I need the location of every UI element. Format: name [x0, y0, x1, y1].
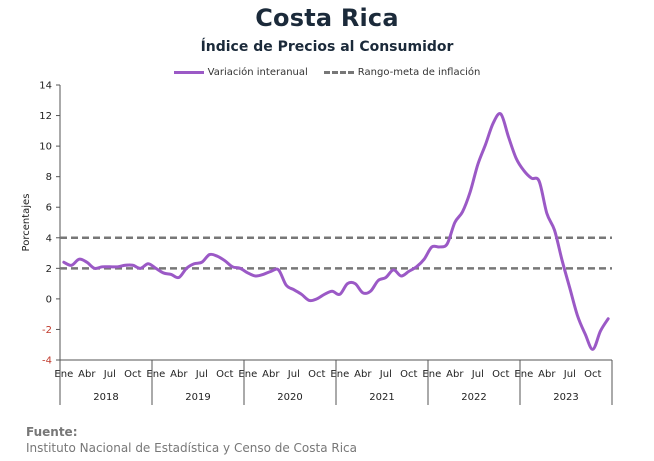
x-tick-label: Oct [400, 369, 417, 380]
x-tick-label: Oct [492, 369, 509, 380]
year-label: 2023 [553, 392, 578, 403]
x-tick-label: Jul [195, 369, 208, 380]
y-tick-label: 14 [39, 81, 52, 92]
legend-label-variacion: Variación interanual [207, 66, 308, 78]
y-tick-label: 6 [46, 203, 52, 214]
x-tick-label: Ene [146, 369, 165, 380]
x-tick-label: Jul [287, 369, 300, 380]
legend-item-variacion: Variación interanual [173, 66, 308, 78]
y-tick-label: 0 [46, 294, 52, 305]
x-tick-label: Abr [446, 369, 464, 380]
y-tick-label: 8 [46, 172, 52, 183]
y-axis-label: Porcentajes [21, 194, 32, 252]
x-tick-label: Abr [262, 369, 280, 380]
y-tick-label: 10 [39, 142, 52, 153]
chart-subtitle: Índice de Precios al Consumidor [200, 39, 454, 55]
legend-swatch-rango-meta [323, 70, 354, 74]
x-tick-label: Oct [308, 369, 325, 380]
year-label: 2021 [369, 392, 394, 403]
year-label: 2019 [185, 392, 210, 403]
x-tick-label: Ene [330, 369, 349, 380]
x-tick-label: Abr [538, 369, 556, 380]
x-tick-label: Jul [471, 369, 484, 380]
year-label: 2018 [93, 392, 118, 403]
year-label: 2022 [461, 392, 486, 403]
x-tick-label: Jul [563, 369, 576, 380]
y-tick-label: -2 [42, 325, 52, 336]
x-tick-label: Ene [54, 369, 73, 380]
x-tick-label: Abr [170, 369, 188, 380]
x-tick-label: Oct [584, 369, 601, 380]
source-heading: Fuente: [26, 425, 78, 439]
x-tick-label: Jul [379, 369, 392, 380]
source-text: Instituto Nacional de Estadística y Cens… [26, 441, 358, 455]
legend: Variación interanual Rango-meta de infla… [0, 64, 654, 80]
year-label: 2020 [277, 392, 302, 403]
legend-label-rango-meta: Rango-meta de inflación [357, 66, 481, 78]
y-tick-label: 12 [39, 111, 52, 122]
x-tick-label: Oct [216, 369, 233, 380]
y-tick-label: -4 [42, 356, 52, 367]
x-tick-label: Ene [514, 369, 533, 380]
y-tick-label: 4 [46, 233, 52, 244]
legend-item-rango-meta: Rango-meta de inflación [323, 66, 481, 78]
y-tick-label: 2 [46, 264, 52, 275]
legend-swatch-variacion [173, 70, 204, 74]
chart-title: Costa Rica [255, 4, 399, 32]
x-tick-label: Oct [124, 369, 141, 380]
x-tick-label: Ene [422, 369, 441, 380]
x-tick-label: Abr [78, 369, 96, 380]
x-tick-label: Abr [354, 369, 372, 380]
x-tick-label: Jul [103, 369, 116, 380]
x-tick-label: Ene [238, 369, 257, 380]
series-line-variacion [62, 112, 610, 351]
